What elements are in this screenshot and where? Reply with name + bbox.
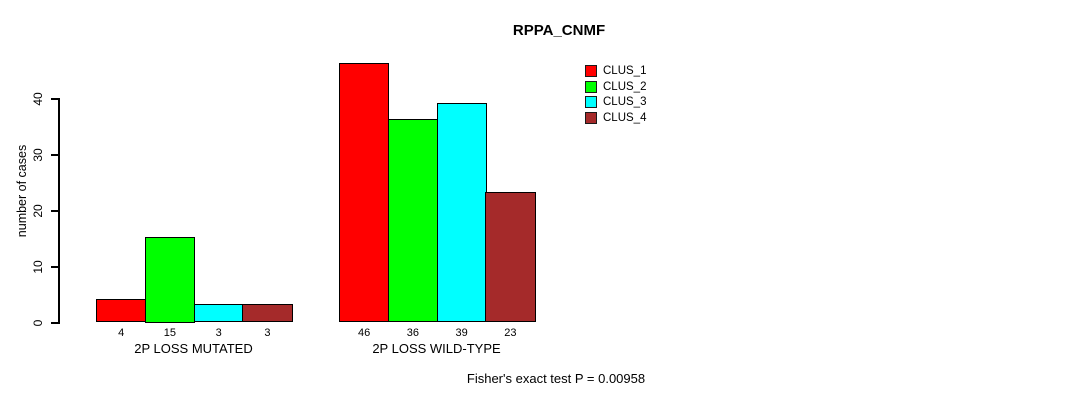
- bar-clus_1-1: [96, 298, 147, 323]
- legend-item-clus_3: CLUS_3: [585, 96, 646, 108]
- legend-label: CLUS_4: [603, 111, 647, 124]
- legend-swatch-icon: [585, 80, 597, 93]
- group-label: 2P LOSS MUTATED: [134, 341, 253, 356]
- bar-clus_1-2: [339, 63, 390, 323]
- legend-item-clus_2: CLUS_2: [585, 80, 647, 93]
- bar-clus_4-1: [242, 304, 293, 323]
- y-axis-label: number of cases: [15, 144, 29, 238]
- bar-clus_2-1: [144, 237, 195, 323]
- y-tick: [51, 321, 58, 324]
- bar-value-label: 36: [406, 327, 419, 339]
- legend: CLUS_1 CLUS_2 CLUS_3 CLUS_4: [585, 65, 646, 127]
- y-tick: [51, 209, 58, 212]
- legend-label: CLUS_1: [603, 65, 647, 77]
- bar-clus_4-2: [485, 192, 536, 323]
- legend-item-clus_1: CLUS_1: [585, 65, 646, 77]
- bar-value-label: 39: [455, 327, 468, 339]
- y-tick: [51, 97, 58, 100]
- bar-clus_2-2: [387, 119, 438, 323]
- legend-swatch-icon: [585, 111, 597, 124]
- bar-value-label: 15: [163, 327, 176, 339]
- y-tick-label: 0: [31, 319, 45, 326]
- legend-label: CLUS_2: [603, 80, 647, 93]
- y-tick: [51, 153, 58, 156]
- bar-clus_3-1: [193, 304, 244, 323]
- y-tick: [51, 265, 58, 268]
- y-tick-label: 20: [31, 203, 45, 218]
- bar-clus_3-2: [436, 102, 487, 323]
- legend-swatch-icon: [585, 65, 597, 77]
- fisher-test-annotation: Fisher's exact test P = 0.00958: [466, 371, 646, 386]
- bar-value-label: 46: [358, 327, 371, 339]
- group-label: 2P LOSS WILD-TYPE: [372, 341, 501, 356]
- bar-value-label: 4: [118, 327, 125, 339]
- legend-label: CLUS_3: [603, 96, 647, 108]
- legend-item-clus_4: CLUS_4: [585, 111, 647, 124]
- y-tick-label: 30: [31, 147, 45, 162]
- y-tick-label: 10: [31, 259, 45, 274]
- bar-value-label: 3: [215, 327, 222, 339]
- bar-value-label: 23: [504, 327, 517, 339]
- y-axis-line: [58, 97, 60, 324]
- legend-swatch-icon: [585, 96, 597, 108]
- bar-value-label: 3: [264, 327, 271, 339]
- chart-title: RPPA_CNMF: [512, 22, 606, 39]
- y-tick-label: 40: [31, 91, 45, 106]
